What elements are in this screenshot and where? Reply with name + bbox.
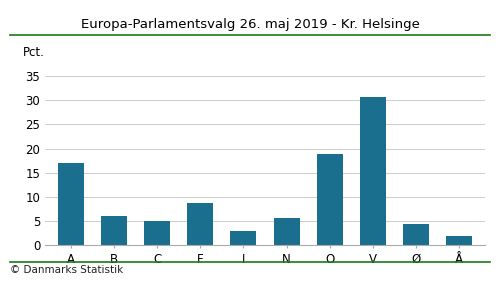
Bar xyxy=(360,97,386,245)
Text: Pct.: Pct. xyxy=(23,46,45,59)
Bar xyxy=(274,218,299,245)
Bar xyxy=(230,231,256,245)
Bar xyxy=(58,163,84,245)
Bar xyxy=(317,155,342,245)
Bar xyxy=(446,236,472,245)
Text: © Danmarks Statistik: © Danmarks Statistik xyxy=(10,265,123,275)
Bar xyxy=(188,203,213,245)
Text: Europa-Parlamentsvalg 26. maj 2019 - Kr. Helsinge: Europa-Parlamentsvalg 26. maj 2019 - Kr.… xyxy=(80,18,419,31)
Bar xyxy=(101,216,127,245)
Bar xyxy=(403,224,429,245)
Bar xyxy=(144,221,170,245)
